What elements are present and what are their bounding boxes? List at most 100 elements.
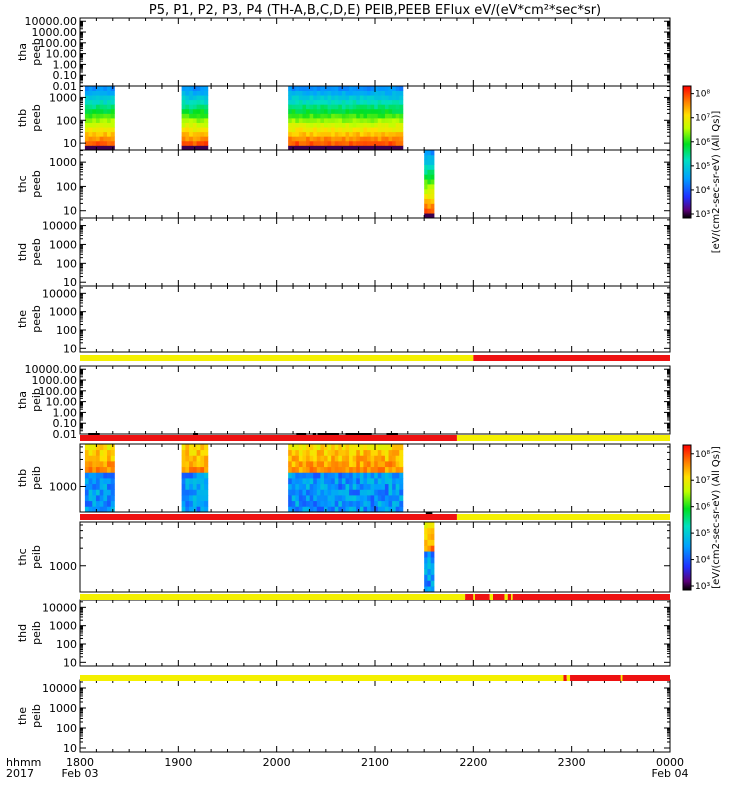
spectrogram-cell <box>424 586 428 593</box>
x-tick-label: 2000 <box>263 756 291 769</box>
spectrogram-cell <box>291 104 296 110</box>
spectrogram-cell <box>302 113 307 119</box>
spectrogram-cell <box>99 489 104 496</box>
y-tick-label: 1000 <box>49 481 77 494</box>
y-tick-label: 100 <box>56 180 77 193</box>
spectrogram-cell <box>306 466 311 473</box>
spectrogram-cell <box>316 99 321 105</box>
spectrogram-cell <box>298 118 303 123</box>
spectrogram-cell <box>181 95 186 101</box>
spectrogram-cell <box>370 104 375 110</box>
spectrogram-cell <box>374 506 379 513</box>
spectrogram-cell <box>92 472 97 479</box>
spectrogram-cell <box>200 118 205 123</box>
spectrogram-cell <box>196 444 201 451</box>
spectrogram-cell <box>352 489 357 496</box>
spectrogram-cell <box>323 444 328 451</box>
spectrogram-cell <box>374 113 379 119</box>
spectrogram-cell <box>377 131 382 137</box>
spectrogram-cell <box>427 193 432 199</box>
spectrogram-cell <box>88 495 93 502</box>
spectrogram-cell <box>392 90 397 96</box>
spectrogram-cell <box>110 489 115 496</box>
spectrogram-cell <box>384 108 389 114</box>
panel-instrument-label: peib <box>30 388 43 412</box>
spectrogram-cell <box>95 113 101 119</box>
spectrogram-cell <box>395 455 400 462</box>
spectrogram-cell <box>327 136 332 142</box>
spectrogram-cell <box>313 86 318 91</box>
spectrogram-cell <box>200 113 205 119</box>
spectrogram-cell <box>352 108 357 114</box>
spectrogram-cell <box>302 483 307 490</box>
panel-thc_peib: 1000 thc peib <box>16 521 671 593</box>
spectrogram-cell <box>320 500 325 507</box>
spectrogram-cell <box>338 506 343 513</box>
spectrogram-cell <box>192 90 197 96</box>
spectrogram-cell <box>356 461 361 468</box>
spectrogram-cell <box>338 136 343 142</box>
spectrogram-cell <box>306 140 311 146</box>
spectrogram-cell <box>320 104 325 110</box>
spectrogram-cell <box>392 108 397 114</box>
spectrogram-cell <box>359 466 364 473</box>
spectrogram-cell <box>359 95 364 101</box>
spectrogram-cell <box>291 90 296 96</box>
spectrogram-cell <box>323 127 328 133</box>
spectrogram-cell <box>84 127 90 133</box>
spectrogram-cell <box>185 118 190 123</box>
spectrogram-cell <box>110 449 115 456</box>
spectrogram-cell <box>92 99 97 105</box>
spectrogram-cell <box>345 466 350 473</box>
spectrogram-cell <box>338 449 343 456</box>
spectrogram-cell <box>84 90 90 96</box>
panel-probe-label: thc <box>16 548 29 565</box>
spectrogram-cell <box>196 506 201 513</box>
panel-instrument-label: peib <box>30 545 43 569</box>
quality-flag-bar <box>80 675 670 681</box>
spectrogram-cell <box>189 472 194 479</box>
spectrogram-cell <box>320 108 325 114</box>
spectrogram-cell <box>384 113 389 119</box>
spectrogram-cell <box>192 113 197 119</box>
spectrogram-cell <box>384 444 389 451</box>
spectrogram-cell <box>95 500 101 507</box>
spectrogram-cell <box>349 500 354 507</box>
colorbar-tick-label: 10⁸ <box>695 90 710 100</box>
spectrogram-cell <box>374 455 379 462</box>
spectrogram-cell <box>367 489 371 496</box>
spectrogram-cell <box>291 506 296 513</box>
spectrogram-cell <box>388 506 393 513</box>
spectrogram-cell <box>363 90 368 96</box>
spectrogram-cell <box>295 449 300 456</box>
spectrogram-cell <box>192 478 197 485</box>
spectrogram-cell <box>430 179 435 185</box>
spectrogram-cell <box>185 145 190 151</box>
spectrogram-cell <box>345 86 350 91</box>
spectrogram-cell <box>88 122 93 128</box>
spectrogram-cell <box>200 449 205 456</box>
spectrogram-cell <box>196 108 201 114</box>
spectrogram-cell <box>377 461 382 468</box>
spectrogram-cell <box>103 444 108 451</box>
spectrogram-cell <box>316 489 321 496</box>
spectrogram-cell <box>384 500 389 507</box>
spectrogram-cell <box>424 150 428 156</box>
spectrogram-cell <box>302 108 307 114</box>
spectrogram-cell <box>309 122 314 128</box>
panel-probe-label: tha <box>16 391 29 409</box>
spectrogram-cell <box>399 122 404 128</box>
spectrogram-cell <box>291 500 296 507</box>
spectrogram-cell <box>181 136 186 142</box>
spectrogram-cell <box>88 455 93 462</box>
spectrogram-cell <box>298 131 303 137</box>
spectrogram-cell <box>345 131 350 137</box>
spectrogram-cell <box>204 86 209 91</box>
spectrogram-cell <box>298 113 303 119</box>
spectrogram-cell <box>384 478 389 485</box>
spectrogram-cell <box>327 104 332 110</box>
spectrogram-cell <box>374 140 379 146</box>
spectrogram-cell <box>341 136 346 142</box>
spectrogram-cell <box>377 95 382 101</box>
